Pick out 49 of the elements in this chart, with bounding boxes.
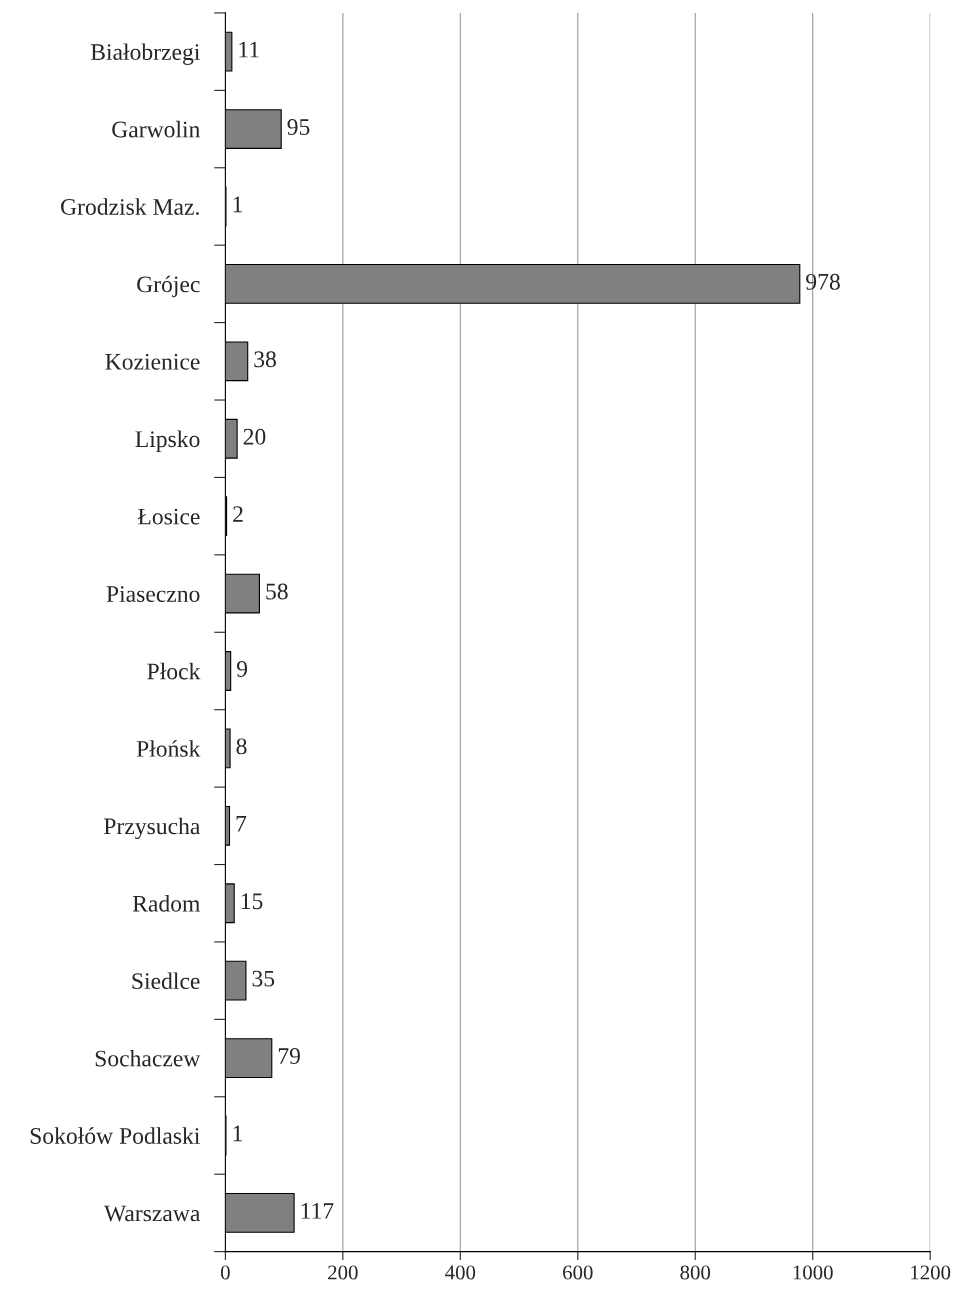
y-tick-label: Płońsk — [136, 740, 201, 757]
bar — [225, 418, 238, 459]
y-tick-label: Płock — [147, 662, 201, 680]
data-label: 79 — [278, 1048, 300, 1064]
y-tick-label: Piaseczno — [106, 586, 200, 602]
data-label: 15 — [241, 893, 263, 910]
x-tick-label: 1000 — [793, 1265, 833, 1280]
bar — [225, 960, 247, 1001]
y-tick-label: Grójec — [137, 275, 200, 298]
bar — [225, 109, 282, 149]
x-tick-label: 600 — [563, 1265, 593, 1280]
y-tick-label: Przysucha — [104, 817, 201, 840]
data-label: 2 — [233, 506, 243, 522]
x-tick-label: 1200 — [911, 1265, 951, 1280]
data-label: 7 — [236, 816, 247, 832]
y-tick-label: Sokołów Podlaski — [30, 1127, 200, 1144]
y-tick-label: Sochaczew — [95, 1049, 201, 1067]
data-label: 117 — [301, 1203, 334, 1219]
data-label: 35 — [252, 970, 275, 987]
bar — [225, 573, 260, 614]
x-tick-label: 400 — [445, 1265, 476, 1280]
data-label: 9 — [236, 661, 248, 677]
data-label: 20 — [243, 428, 266, 445]
data-label: 38 — [254, 351, 276, 368]
bar — [225, 1193, 295, 1233]
y-tick-label: Grodzisk Maz. — [61, 198, 199, 215]
bar — [225, 263, 801, 304]
x-tick-label: 800 — [680, 1265, 711, 1280]
bar — [225, 341, 249, 382]
y-tick-label: Radom — [132, 895, 201, 912]
y-tick-label: Kozienice — [105, 353, 200, 370]
y-tick-label: Warszawa — [103, 1205, 201, 1222]
x-tick-label: 0 — [220, 1265, 230, 1280]
y-tick-label: Białobrzegi — [90, 43, 200, 65]
data-label: 978 — [806, 273, 840, 290]
x-tick-label: 200 — [328, 1265, 358, 1280]
data-label: 58 — [266, 583, 288, 600]
data-label: 95 — [287, 119, 310, 135]
data-label: 1 — [233, 1125, 242, 1142]
y-tick-label: Lipsko — [135, 430, 200, 452]
y-tick-label: Garwolin — [112, 120, 201, 138]
data-label: 1 — [233, 196, 242, 213]
bar — [225, 728, 231, 769]
bar — [225, 1038, 273, 1078]
bar — [225, 883, 235, 924]
y-tick-label: Siedlce — [132, 972, 200, 990]
data-label: 11 — [239, 41, 259, 58]
data-label: 8 — [236, 738, 247, 755]
y-tick-label: Łosice — [137, 508, 200, 525]
